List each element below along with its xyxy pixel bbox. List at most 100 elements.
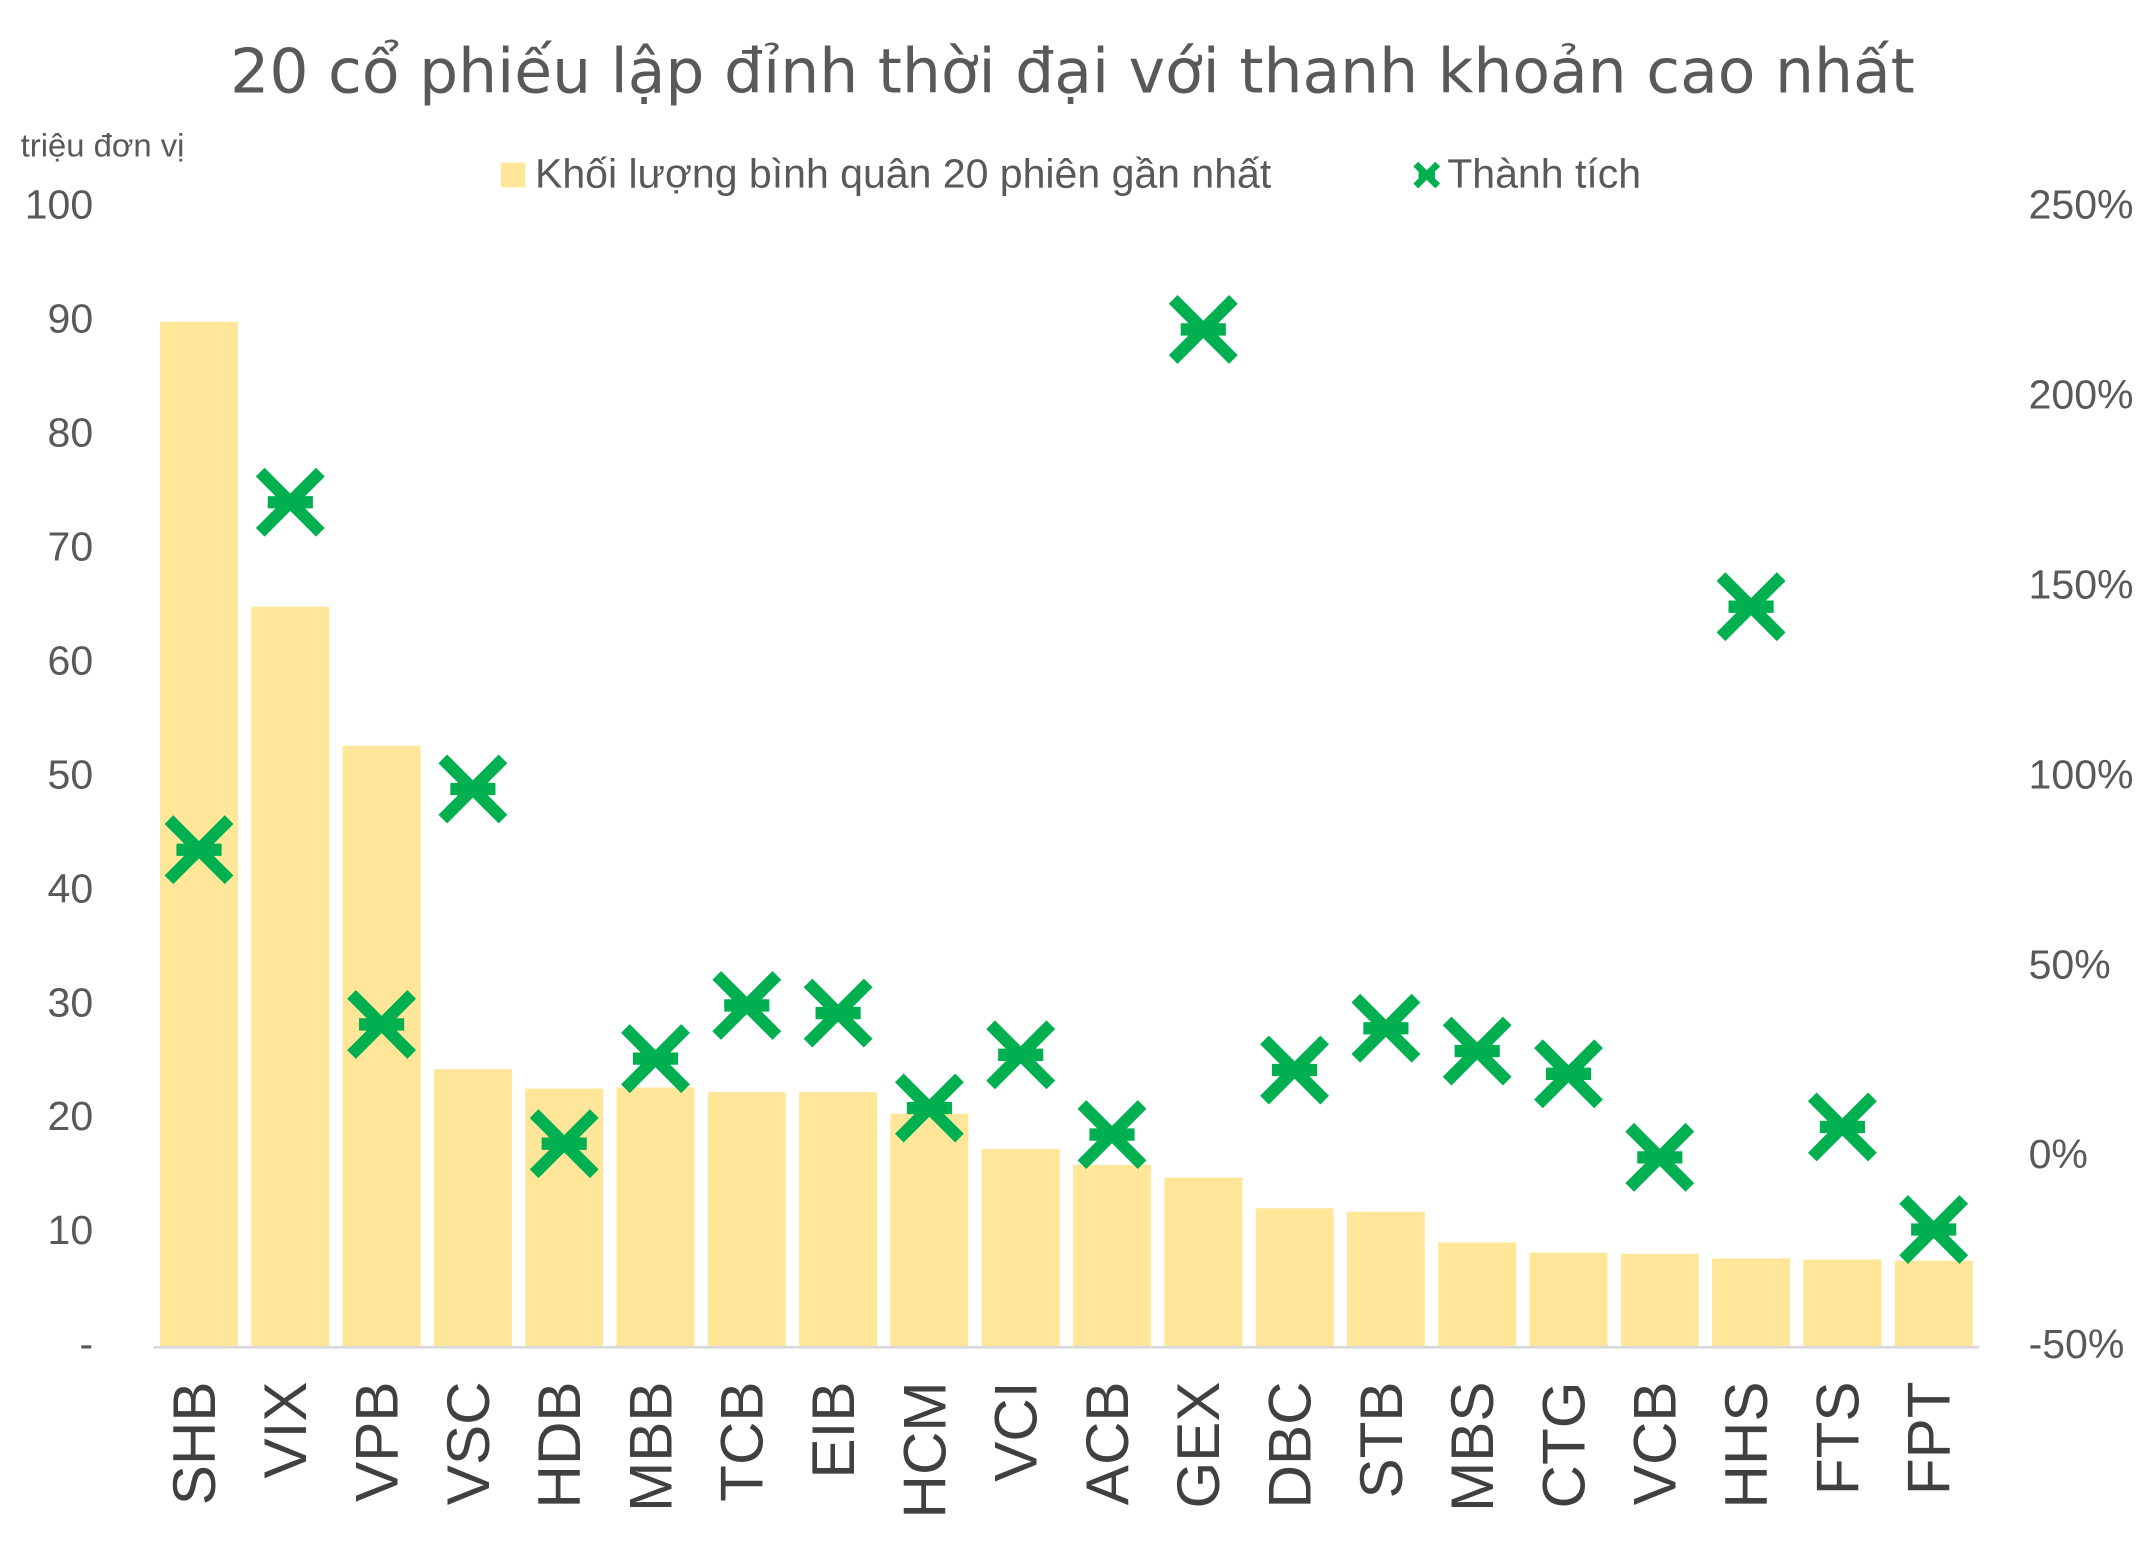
x-tick-label: VSC [435, 1381, 502, 1505]
legend-marker [1413, 161, 1441, 189]
x-tick-label: VPB [343, 1381, 410, 1501]
marker-stroke [894, 1073, 964, 1143]
bar [707, 1092, 786, 1348]
marker [255, 467, 325, 537]
x-tick-label: HCM [891, 1381, 958, 1518]
marker-stroke [803, 978, 873, 1048]
legend-label: Thành tích [1447, 150, 1641, 196]
x-tick-label: HHS [1713, 1381, 1780, 1508]
bar [890, 1113, 969, 1348]
y-tick-label: 10 [48, 1207, 94, 1253]
y-tick-label: 40 [48, 865, 94, 911]
marker-stroke [1260, 1035, 1330, 1105]
marker-stroke [164, 815, 234, 885]
legend-swatch [500, 162, 526, 188]
marker [438, 754, 508, 824]
x-tick-label: FPT [1896, 1381, 1963, 1495]
y-tick-label: 60 [48, 637, 94, 683]
bar [799, 1092, 878, 1348]
x-tick-label: CTG [1530, 1381, 1597, 1508]
x-tick-label: HDB [526, 1381, 593, 1508]
marker [894, 1073, 964, 1143]
marker-stroke [1716, 572, 1786, 642]
bar [1073, 1164, 1151, 1348]
y-tick-label: 80 [48, 410, 94, 456]
marker-stroke [1442, 1016, 1512, 1086]
marker [1625, 1122, 1695, 1192]
bar [251, 606, 330, 1348]
bar [1712, 1258, 1791, 1348]
marker [1168, 294, 1238, 364]
y-tick-label: 50 [48, 751, 94, 797]
marker-stroke [621, 1024, 690, 1094]
bar [1346, 1211, 1425, 1348]
marker [1807, 1092, 1877, 1162]
bar [1438, 1242, 1517, 1348]
y-tick-label: 30 [48, 979, 94, 1025]
bar [616, 1087, 695, 1348]
x-tick-label: GEX [1165, 1381, 1232, 1508]
marker-stroke [347, 989, 417, 1059]
marker-stroke [1625, 1122, 1695, 1192]
y2-tick-label: 100% [2029, 751, 2134, 797]
x-tick-label: ACB [1074, 1381, 1141, 1505]
marker-stroke [255, 467, 325, 537]
x-tick-label: VIX [252, 1381, 319, 1478]
marker [1442, 1016, 1512, 1086]
y2-tick-label: 200% [2029, 372, 2134, 418]
chart-title: 20 cổ phiếu lập đỉnh thời đại với thanh … [230, 35, 1915, 107]
bar [433, 1069, 512, 1348]
marker-stroke [1807, 1092, 1877, 1162]
y2-tick-label: 50% [2029, 941, 2111, 987]
marker [529, 1109, 599, 1179]
x-tick-label: EIB [800, 1381, 867, 1478]
marker [1534, 1039, 1603, 1109]
marker [986, 1020, 1056, 1090]
marker [1351, 993, 1421, 1063]
y2-tick-label: -50% [2029, 1321, 2125, 1367]
marker [1899, 1195, 1969, 1264]
marker-stroke [529, 1109, 599, 1179]
bar [1255, 1208, 1334, 1348]
x-tick-label: VCI [983, 1381, 1050, 1481]
y2-tick-label: 150% [2029, 562, 2134, 608]
y-tick-label: 100 [25, 182, 93, 228]
y2-tick-label: 0% [2029, 1131, 2088, 1177]
marker [1260, 1035, 1330, 1105]
x-tick-label: MBS [1439, 1381, 1506, 1511]
marker [621, 1024, 690, 1094]
y-tick-label: - [80, 1321, 94, 1367]
x-tick-label: TCB [709, 1381, 776, 1501]
legend-marker-stroke [1413, 161, 1441, 189]
marker-stroke [438, 754, 508, 824]
bar [1529, 1252, 1608, 1348]
y-axis-label: triệu đơn vị [21, 126, 185, 163]
y-tick-label: 90 [48, 296, 94, 342]
bar [1620, 1253, 1699, 1348]
marker [712, 971, 782, 1040]
bar [160, 321, 238, 1348]
y-tick-label: 70 [48, 524, 94, 570]
bar [1803, 1259, 1882, 1348]
x-tick-label: SHB [161, 1381, 228, 1505]
legend-label: Khối lượng bình quân 20 phiên gần nhất [535, 150, 1272, 196]
marker-stroke [1351, 993, 1421, 1063]
marker-stroke [986, 1020, 1056, 1090]
marker-stroke [1168, 294, 1238, 364]
x-tick-label: STB [1348, 1381, 1415, 1498]
marker [1716, 572, 1786, 642]
marker-stroke [1077, 1100, 1147, 1170]
x-tick-label: VCB [1622, 1381, 1689, 1505]
marker-stroke [1899, 1195, 1969, 1264]
bar [981, 1149, 1060, 1348]
bar [525, 1088, 604, 1348]
marker-stroke [1534, 1039, 1603, 1109]
bar [1164, 1177, 1243, 1348]
marker [164, 815, 234, 885]
marker [803, 978, 873, 1048]
x-tick-label: DBC [1256, 1381, 1323, 1508]
x-tick-label: FTS [1804, 1381, 1871, 1495]
marker [1077, 1100, 1147, 1170]
y2-tick-label: 250% [2029, 182, 2134, 228]
